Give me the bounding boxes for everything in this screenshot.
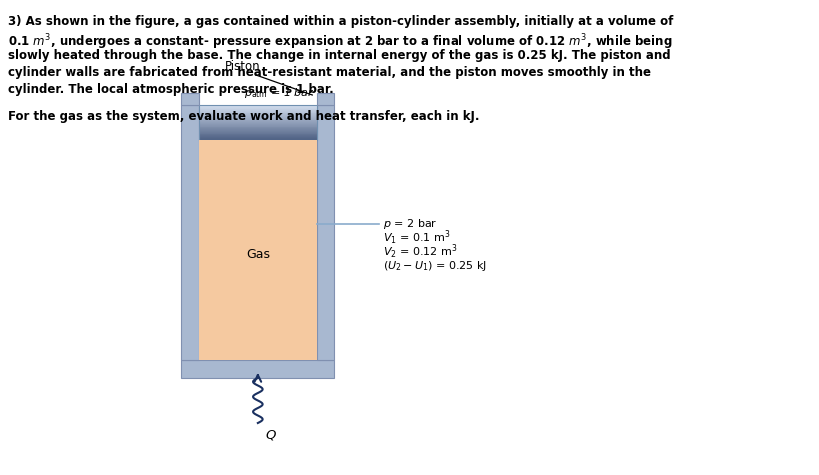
Text: slowly heated through the base. The change in internal energy of the gas is 0.25: slowly heated through the base. The chan… bbox=[7, 49, 670, 62]
Bar bbox=[182, 93, 199, 105]
Bar bbox=[199, 140, 317, 360]
Text: $V_1$ = 0.1 m$^3$: $V_1$ = 0.1 m$^3$ bbox=[383, 228, 450, 247]
Bar bbox=[182, 105, 199, 360]
Text: $p$ = 2 bar: $p$ = 2 bar bbox=[383, 217, 437, 230]
Text: Piston: Piston bbox=[224, 60, 260, 73]
Bar bbox=[199, 119, 317, 120]
Bar bbox=[199, 115, 317, 116]
Bar bbox=[199, 105, 317, 140]
Bar bbox=[199, 114, 317, 115]
Bar bbox=[199, 108, 317, 109]
Bar bbox=[199, 126, 317, 127]
Bar bbox=[199, 113, 317, 114]
Bar bbox=[199, 118, 317, 119]
Text: 3) As shown in the figure, a gas contained within a piston-cylinder assembly, in: 3) As shown in the figure, a gas contain… bbox=[7, 15, 673, 28]
Text: $V_2$ = 0.12 m$^3$: $V_2$ = 0.12 m$^3$ bbox=[383, 242, 458, 261]
Bar bbox=[199, 123, 317, 124]
Bar bbox=[199, 111, 317, 112]
Text: Gas: Gas bbox=[246, 248, 269, 262]
Bar bbox=[199, 106, 317, 108]
Bar bbox=[199, 126, 317, 128]
Text: $(U_2 - U_1)$ = 0.25 kJ: $(U_2 - U_1)$ = 0.25 kJ bbox=[383, 258, 486, 273]
Bar bbox=[199, 105, 317, 107]
Text: $Q$: $Q$ bbox=[265, 428, 278, 442]
Text: 0.1 $m^3$, undergoes a constant- pressure expansion at 2 bar to a final volume o: 0.1 $m^3$, undergoes a constant- pressur… bbox=[7, 32, 672, 52]
Bar bbox=[199, 116, 317, 117]
Bar bbox=[199, 133, 317, 134]
Bar bbox=[199, 117, 317, 118]
Bar bbox=[199, 104, 317, 106]
Bar bbox=[199, 121, 317, 123]
Bar bbox=[199, 110, 317, 111]
Bar bbox=[199, 139, 317, 140]
Bar bbox=[199, 133, 317, 135]
Bar bbox=[199, 135, 317, 136]
Bar bbox=[199, 125, 317, 126]
Bar bbox=[182, 360, 334, 378]
Bar bbox=[199, 122, 317, 124]
Bar bbox=[317, 93, 334, 105]
Bar bbox=[199, 136, 317, 137]
Bar bbox=[199, 112, 317, 113]
Bar bbox=[199, 127, 317, 129]
Bar bbox=[199, 137, 317, 138]
Bar bbox=[199, 120, 317, 121]
Text: $p_\mathrm{atm}$ = 1 bar: $p_\mathrm{atm}$ = 1 bar bbox=[243, 86, 314, 100]
Bar bbox=[199, 131, 317, 132]
Bar bbox=[199, 124, 317, 125]
Bar bbox=[199, 107, 317, 108]
Bar bbox=[199, 130, 317, 131]
Bar bbox=[199, 134, 317, 136]
Bar bbox=[199, 128, 317, 130]
Text: cylinder. The local atmospheric pressure is 1 bar.: cylinder. The local atmospheric pressure… bbox=[7, 83, 333, 96]
Text: For the gas as the system, evaluate work and heat transfer, each in kJ.: For the gas as the system, evaluate work… bbox=[7, 110, 479, 123]
Bar bbox=[199, 121, 317, 122]
Bar bbox=[199, 109, 317, 110]
Text: cylinder walls are fabricated from heat-resistant material, and the piston moves: cylinder walls are fabricated from heat-… bbox=[7, 66, 650, 79]
Bar bbox=[199, 129, 317, 130]
Bar bbox=[317, 105, 334, 360]
Bar bbox=[199, 138, 317, 139]
Bar bbox=[199, 132, 317, 133]
